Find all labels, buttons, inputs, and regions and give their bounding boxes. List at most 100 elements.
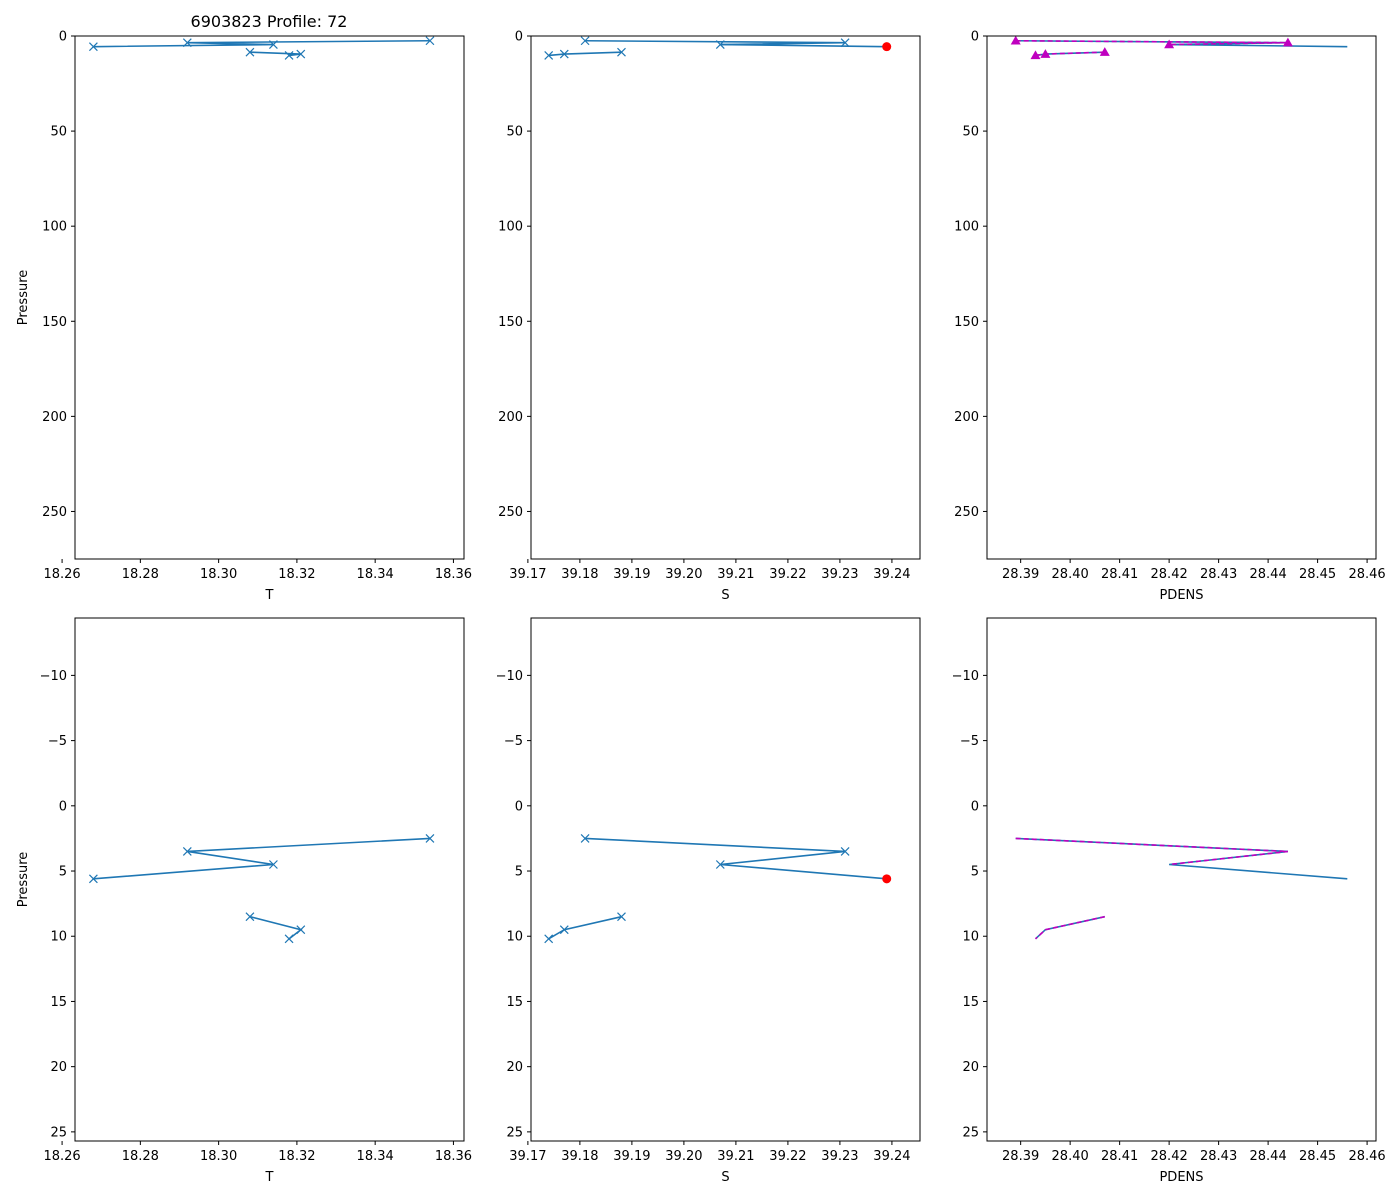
y-tick-label: 150: [498, 315, 523, 330]
bottom-salinity-plot-area: [544, 833, 892, 944]
data-point-x: [544, 934, 554, 944]
figure-title: 6903823 Profile: 72: [191, 12, 348, 31]
x-tick-label: 28.42: [1151, 567, 1188, 582]
y-tick-label: 0: [59, 799, 67, 814]
y-tick-label: 0: [59, 30, 67, 45]
data-point-x: [715, 860, 725, 869]
data-point-x: [182, 38, 192, 48]
x-tick-label: 28.41: [1101, 567, 1138, 582]
x-tick-label: 39.21: [717, 1149, 754, 1164]
y-tick-label: 25: [50, 1125, 67, 1140]
x-tick-label: 18.26: [43, 567, 80, 582]
data-point-x: [182, 847, 192, 856]
series-line-T-deep: [249, 51, 301, 57]
data-point-x: [88, 874, 98, 884]
data-point-x: [617, 47, 626, 57]
x-axis-label: T: [265, 588, 274, 603]
x-tick-label: 28.46: [1348, 567, 1385, 582]
y-tick-label: 20: [962, 1060, 979, 1075]
x-tick-label: 28.40: [1052, 1149, 1089, 1164]
series-line-S: [585, 39, 846, 46]
data-point-x: [88, 42, 98, 52]
x-axis-label: T: [265, 1170, 274, 1185]
data-point-triangle: [1164, 39, 1175, 49]
data-point-x: [296, 49, 306, 59]
y-tick-label: 10: [962, 930, 979, 945]
flagged-point: [882, 42, 892, 52]
x-tick-label: 39.22: [769, 1149, 806, 1164]
y-tick-label: 20: [50, 1060, 67, 1075]
top-temp-panel: 18.26 18.28 18.30 18.32 18.34 18.36 0 50 100 150 2…: [16, 30, 472, 604]
x-tick-label: 18.36: [435, 1149, 472, 1164]
y-tick-label: 100: [42, 220, 67, 235]
y-tick-label: 0: [515, 30, 523, 45]
x-tick-label: 39.24: [873, 567, 910, 582]
y-tick-label: 10: [506, 930, 523, 945]
y-tick-label: −10: [952, 669, 979, 684]
top-salinity-plot-area: [544, 36, 892, 60]
top-salinity-panel: 39.17 39.18 39.19 39.20 39.21 39.22 39.23 39.24…: [498, 30, 921, 603]
x-tick-label: 28.43: [1200, 567, 1237, 582]
series-line-S: [585, 837, 846, 866]
data-point-x: [268, 860, 278, 869]
axes-frame: [74, 617, 465, 1142]
x-tick-label: 28.40: [1052, 567, 1089, 582]
y-tick-label: 150: [954, 315, 979, 330]
x-tick-label: 39.23: [821, 1149, 858, 1164]
y-tick-label: 250: [954, 505, 979, 520]
x-tick-label: 28.46: [1348, 1149, 1385, 1164]
x-tick-label: 28.43: [1200, 1149, 1237, 1164]
y-tick-label: 15: [50, 995, 67, 1010]
y-tick-label: −5: [48, 734, 67, 749]
x-tick-label: 18.36: [435, 567, 472, 582]
y-tick-label: −5: [504, 734, 523, 749]
axes-frame: [986, 35, 1377, 560]
y-tick-label: 0: [515, 799, 523, 814]
y-tick-label: 50: [506, 125, 523, 140]
data-point-x: [559, 49, 569, 59]
data-point-x: [268, 40, 278, 49]
data-point-x: [559, 925, 569, 935]
series-line-S-last: [720, 863, 887, 880]
series-line-S-deep: [548, 915, 622, 940]
top-density-plot-area: [1010, 36, 1348, 60]
x-tick-label: 39.17: [509, 567, 546, 582]
x-axis-label: S: [721, 1170, 729, 1185]
y-tick-label: 200: [42, 410, 67, 425]
data-point-x: [425, 36, 435, 46]
data-point-x: [715, 40, 725, 49]
top-density-panel: 28.39 28.40 28.41 28.42 28.43 28.44 28.45 28.46…: [954, 30, 1386, 604]
x-tick-label: 18.34: [357, 567, 394, 582]
bottom-temp-plot-area: [88, 833, 435, 944]
x-tick-label: 18.32: [278, 1149, 315, 1164]
x-axis-label: S: [721, 588, 729, 603]
data-point-x: [840, 847, 850, 856]
data-point-x: [617, 912, 626, 922]
axes-frame: [74, 35, 465, 560]
data-point-x: [245, 912, 255, 922]
y-tick-label: 0: [971, 30, 979, 45]
bottom-density-panel: 28.39 28.40 28.41 28.42 28.43 28.44 28.45 28.46…: [952, 617, 1386, 1185]
series-line-S-last: [720, 43, 887, 48]
series-line-PDENS-adjusted: [1015, 837, 1288, 866]
y-tick-label: 0: [971, 799, 979, 814]
data-point-triangle: [1040, 49, 1051, 58]
x-tick-label: 28.44: [1250, 567, 1287, 582]
x-axis-label: PDENS: [1159, 588, 1203, 603]
series-line-PDENS-deep: [1034, 915, 1105, 940]
axes-frame: [986, 617, 1377, 1142]
x-tick-label: 39.19: [613, 1149, 650, 1164]
data-point-triangle: [1282, 37, 1293, 47]
y-tick-label: 50: [962, 125, 979, 140]
x-tick-label: 39.22: [769, 567, 806, 582]
y-tick-label: 200: [954, 410, 979, 425]
bottom-density-plot-area: [1015, 837, 1348, 940]
axes-frame: [530, 617, 921, 1142]
series-line-S-deep: [548, 51, 622, 57]
data-point-triangle: [1030, 50, 1041, 60]
y-axis-label: Pressure: [16, 270, 31, 326]
x-tick-label: 18.34: [357, 1149, 394, 1164]
x-tick-label: 18.32: [278, 567, 315, 582]
data-point-x: [425, 833, 435, 843]
